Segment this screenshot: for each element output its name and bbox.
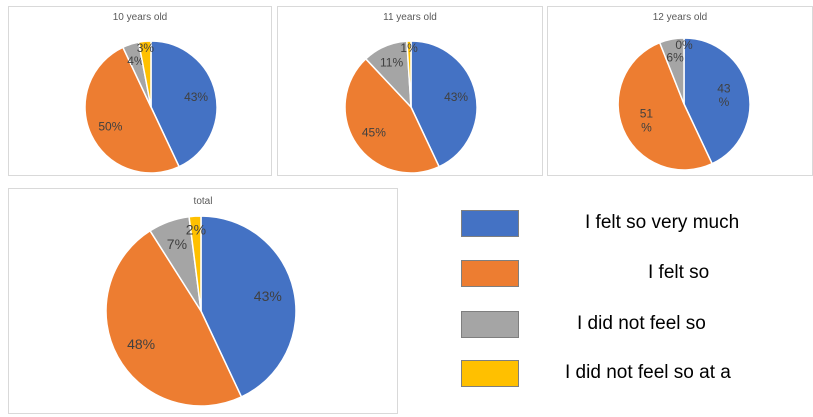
pie-panel-12: 12 years old 43% 51% 6% 0% (547, 6, 813, 176)
pie-slice-not-at-all (188, 215, 202, 312)
legend-item-felt-so: I felt so (455, 260, 813, 290)
data-label-very-much: 43% (254, 288, 282, 304)
data-label-did-not-feel: 11% (380, 55, 403, 69)
data-label-not-at-all: 2% (186, 221, 206, 237)
legend-item-did-not-feel: I did not feel so (455, 311, 813, 341)
data-label-very-much: 43% (184, 90, 208, 104)
data-label-felt-so: 50% (98, 119, 122, 133)
legend-label: I felt so very much (585, 212, 740, 233)
pie-slice-very-much (683, 37, 751, 165)
pie-panel-total: total 43% 48% 7% 2% (8, 188, 398, 414)
data-label-did-not-feel: 4% (127, 54, 145, 68)
chart-title: total (193, 196, 213, 207)
pie-slice-not-at-all (137, 40, 152, 108)
pie-slice-very-much (150, 40, 218, 168)
pie-panel-11: 11 years old 43% 45% 11% 1% (277, 6, 543, 176)
pie-chart-total: 43% 48% 7%2% (105, 215, 297, 407)
data-label-not-at-all: 3% (137, 41, 155, 55)
pie-chart-10: 43% 50% 4%3% (84, 40, 218, 174)
legend-item-not-at-all: I did not feel so at a (455, 360, 813, 390)
pie-chart-11: 43% 45% 11%1% (344, 40, 478, 174)
chart-title: 12 years old (652, 12, 708, 23)
pie-slice-did-not-feel (658, 37, 685, 105)
legend-swatch (461, 360, 519, 387)
pie-chart-12: 43 % 51 % 6%0% (617, 37, 751, 171)
legend-label: I felt so (648, 262, 710, 283)
data-label-not-at-all: 1% (400, 41, 418, 55)
chart-title: 11 years old (383, 12, 437, 23)
pie-slice-felt-so (344, 57, 441, 174)
data-label-did-not-feel: 6% (666, 51, 684, 65)
legend-swatch (461, 311, 519, 338)
legend-label: I did not feel so at a (565, 362, 731, 383)
pie-slice-felt-so (617, 41, 714, 171)
legend-swatch (461, 210, 519, 237)
chart-title: 10 years old (112, 12, 168, 23)
legend-label: I did not feel so (577, 313, 706, 334)
legend: I felt so very much I felt so I did not … (455, 208, 813, 398)
data-label-not-at-all: 0% (675, 38, 693, 52)
data-label-very-much: 43% (444, 90, 468, 104)
data-label-felt-so: 48% (127, 336, 155, 352)
legend-swatch (461, 260, 519, 287)
data-label-felt-so: 45% (362, 125, 386, 139)
pie-slice-very-much (410, 40, 478, 168)
data-label-felt-so: 51% (640, 107, 654, 135)
pie-panel-10: 10 years old 43% 50% 4% 3% (8, 6, 272, 176)
pie-slice-felt-so (105, 229, 243, 407)
pie-slice-very-much (200, 215, 297, 398)
pie-slice-not-at-all (406, 40, 412, 108)
legend-item-very-much: I felt so very much (455, 210, 813, 240)
data-label-very-much: 43% (717, 81, 731, 109)
pie-slice-felt-so (84, 46, 181, 174)
data-label-did-not-feel: 7% (167, 236, 187, 252)
